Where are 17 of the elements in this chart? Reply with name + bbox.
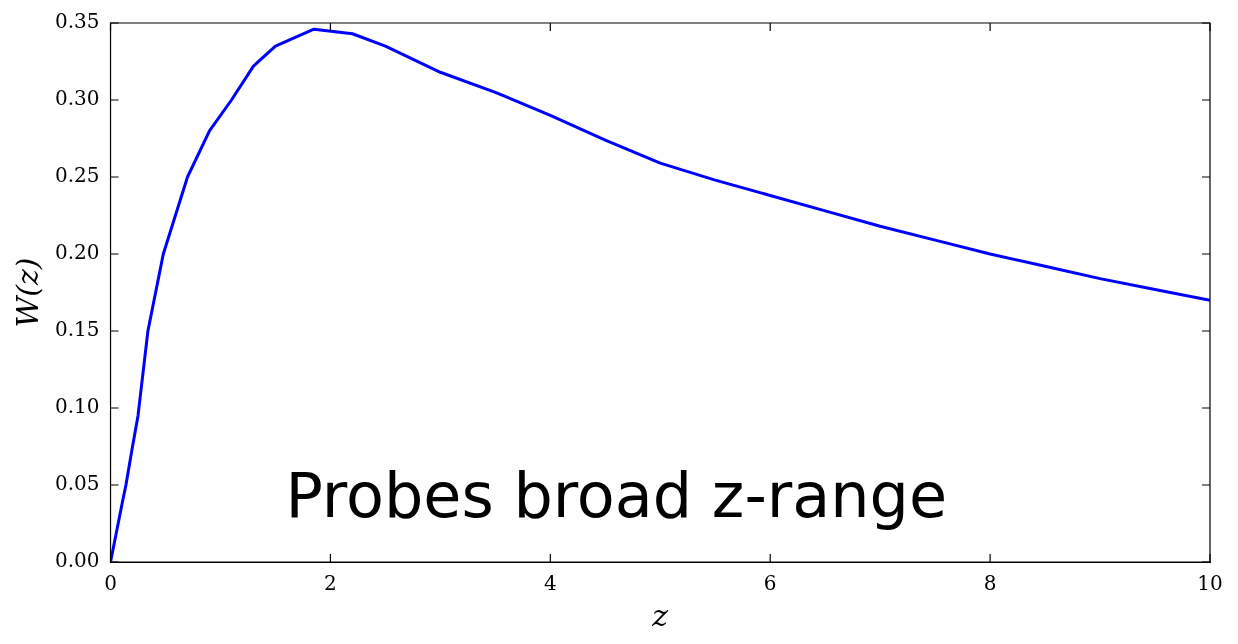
- x-tick-label: 10: [1197, 571, 1223, 596]
- annotation: Probes broad z-range: [285, 459, 948, 533]
- y-tick-label: 0.05: [55, 471, 100, 496]
- y-tick-label: 0.35: [55, 9, 100, 34]
- x-tick-label: 0: [104, 571, 117, 596]
- x-tick-label: 2: [324, 571, 337, 596]
- x-tick-label: 8: [983, 571, 997, 596]
- y-tick-label: 0.20: [55, 240, 100, 265]
- x-tick-label: 6: [763, 571, 777, 596]
- x-axis-title: z: [651, 597, 669, 633]
- y-tick-label: 0.00: [55, 548, 100, 573]
- y-tick-label: 0.15: [55, 317, 100, 342]
- y-tick-label: 0.30: [55, 86, 100, 111]
- y-tick-label: 0.10: [55, 394, 100, 419]
- y-axis-title: W(z): [9, 257, 45, 328]
- x-tick-label: 4: [543, 571, 557, 596]
- y-tick-label: 0.25: [55, 163, 100, 188]
